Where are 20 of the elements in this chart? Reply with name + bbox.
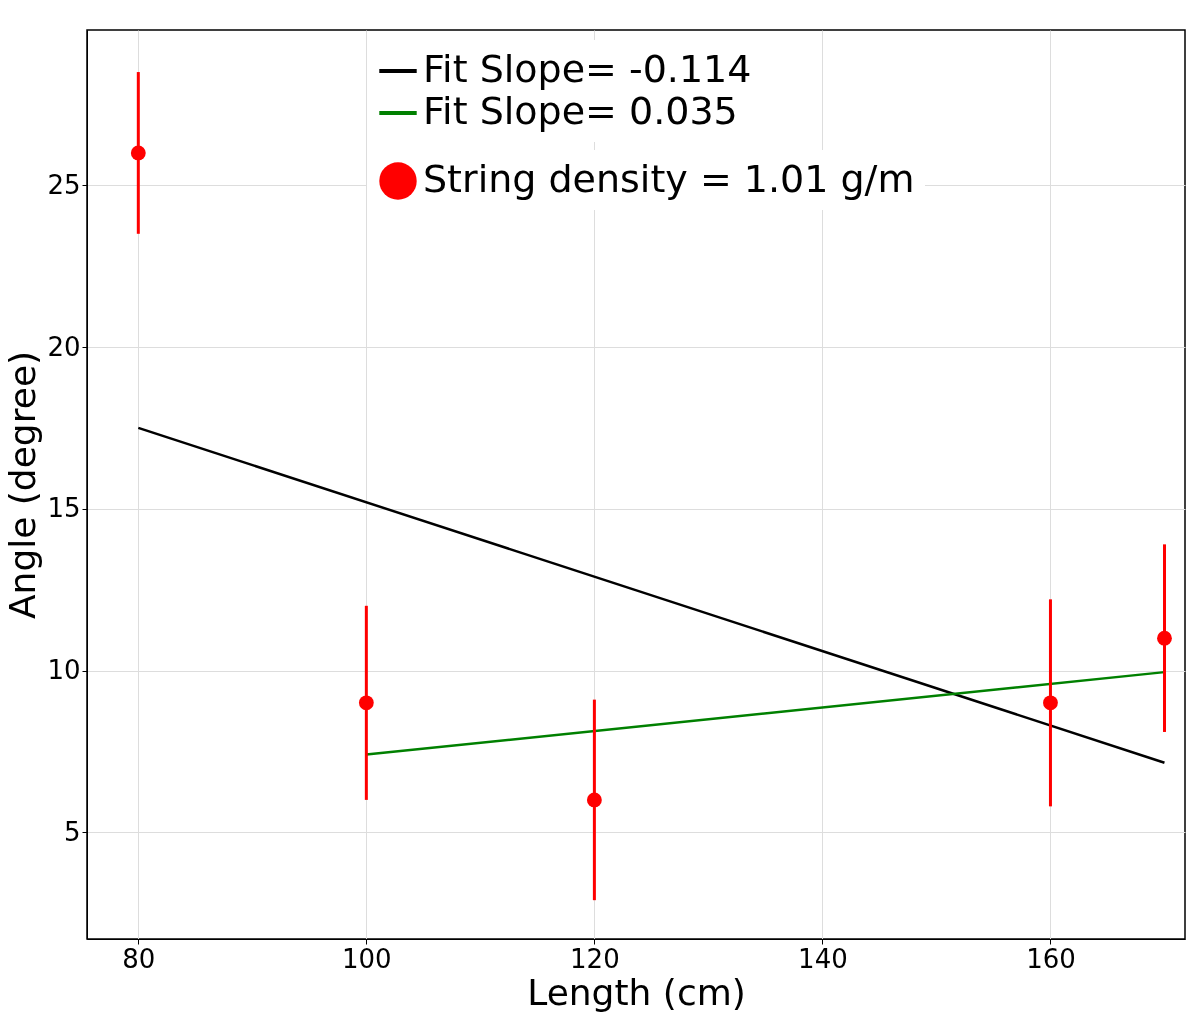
y-tick-label: 10 [47, 655, 81, 686]
point [586, 792, 602, 808]
x-tick-label: 100 [342, 943, 392, 974]
x-tick-label: 120 [570, 943, 620, 974]
x-tick-label: 160 [1026, 943, 1076, 974]
point [1157, 630, 1172, 646]
legend-label: Fit Slope= 0.035 [423, 89, 738, 133]
x-tick-label: 80 [122, 943, 156, 974]
legend-label: String density = 1.01 g/m [423, 157, 915, 201]
point [1043, 695, 1058, 711]
point [358, 695, 374, 711]
legend-label: Fit Slope= -0.114 [423, 47, 752, 91]
x-tick-label: 140 [798, 943, 848, 974]
y-tick-label: 25 [47, 169, 81, 200]
y-tick-label: 5 [63, 816, 81, 847]
y-tick-label: 15 [47, 493, 81, 524]
x-axis-title: Length (cm) [527, 971, 746, 1013]
y-tick-label: 20 [47, 331, 81, 362]
point [130, 145, 146, 161]
y-axis-title: Angle (degree) [2, 350, 44, 620]
